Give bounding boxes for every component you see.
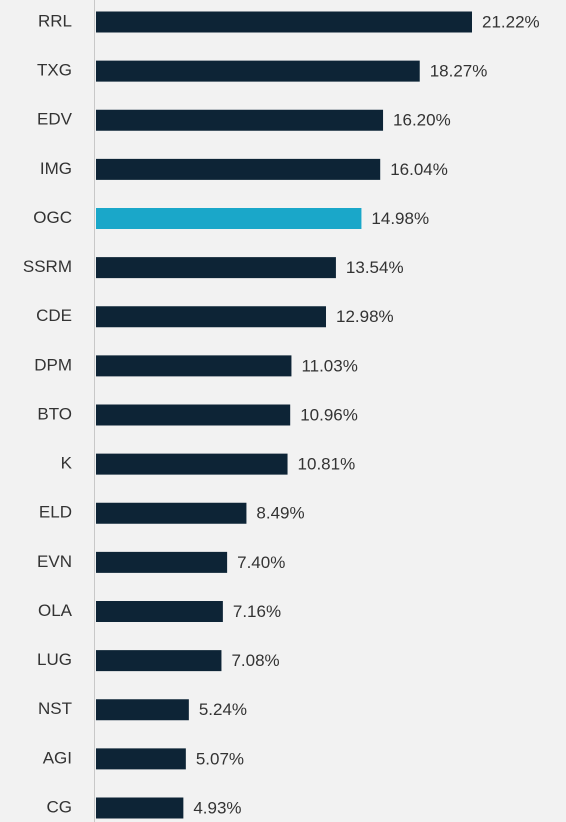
value-label: 10.96% (300, 405, 358, 424)
bar (96, 797, 184, 819)
value-label: 14.98% (371, 209, 429, 228)
bar (96, 257, 336, 279)
category-label: EVN (37, 552, 72, 571)
bar (96, 601, 223, 622)
value-label: 4.93% (193, 798, 241, 817)
category-label: IMG (40, 159, 72, 178)
value-label: 5.07% (196, 749, 244, 768)
value-label: 18.27% (430, 62, 488, 81)
category-label: NST (38, 699, 72, 718)
value-label: 11.03% (301, 356, 357, 375)
bar (96, 11, 472, 33)
value-label: 8.49% (256, 504, 304, 523)
bar (96, 404, 291, 426)
value-label: 7.40% (237, 553, 285, 572)
value-label: 16.04% (390, 160, 448, 179)
bar (96, 650, 222, 672)
value-label: 12.98% (336, 307, 394, 326)
category-label: AGI (43, 748, 72, 767)
value-label: 5.24% (199, 700, 247, 719)
category-label: OLA (38, 601, 73, 620)
value-label: 7.16% (233, 602, 281, 621)
bar (96, 355, 292, 377)
category-label: SSRM (23, 257, 72, 276)
bar (96, 109, 384, 131)
bar (96, 453, 288, 475)
value-label: 7.08% (231, 651, 279, 670)
category-label: TXG (37, 61, 72, 80)
bar (96, 699, 189, 721)
bar (96, 502, 247, 524)
category-label: RRL (38, 11, 72, 30)
category-label: LUG (37, 650, 72, 669)
category-label: CG (47, 797, 73, 816)
value-label: 10.81% (298, 455, 356, 474)
category-label: DPM (34, 355, 72, 374)
bar (96, 208, 362, 229)
bar (96, 748, 186, 770)
bar (96, 60, 420, 82)
category-label: EDV (37, 110, 73, 129)
category-label: K (61, 454, 73, 473)
value-label: 21.22% (482, 12, 540, 31)
bar (96, 158, 381, 180)
value-label: 16.20% (393, 111, 451, 130)
category-label: BTO (37, 404, 72, 423)
category-label: OGC (33, 208, 72, 227)
bar (96, 306, 326, 328)
category-label: ELD (39, 503, 72, 522)
bar (96, 551, 228, 573)
value-label: 13.54% (346, 258, 404, 277)
category-label: CDE (36, 306, 72, 325)
